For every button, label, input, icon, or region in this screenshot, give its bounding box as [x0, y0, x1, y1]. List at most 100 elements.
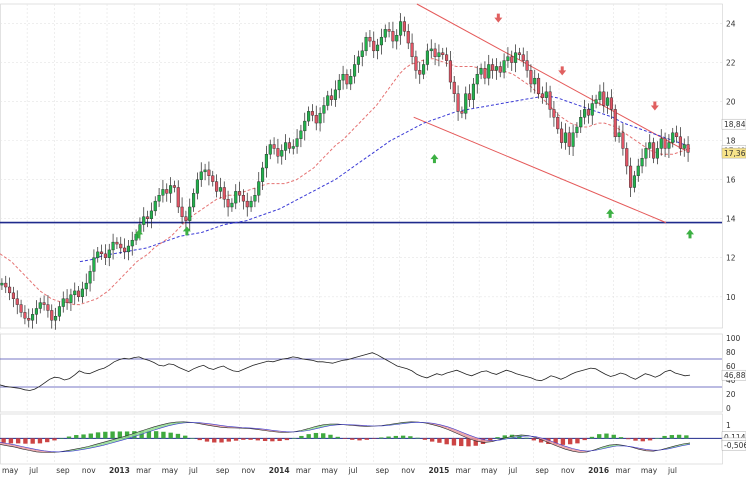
macd-tag: -0,5062 [724, 441, 746, 450]
candle-body [402, 21, 406, 32]
candle-body [253, 195, 257, 202]
macd-histogram-bar [473, 438, 478, 446]
macd-histogram-bar [95, 432, 101, 439]
candle-body [295, 138, 299, 147]
macd-histogram-bar [103, 431, 108, 439]
candle-body [326, 95, 330, 106]
candle-body [245, 200, 249, 208]
up-arrow-icon [606, 208, 615, 218]
macd-histogram-bar [647, 438, 653, 441]
macd-band [124, 433, 133, 440]
x-tick-label: sep [216, 466, 230, 475]
macd-histogram-bar [81, 434, 86, 439]
candle-body [456, 93, 460, 112]
candle-body [280, 150, 284, 157]
candle-body [111, 241, 115, 251]
x-tick-label: jul [667, 466, 677, 475]
macd-band [462, 432, 470, 439]
candle-body [399, 21, 403, 36]
candle-body [567, 132, 571, 147]
candle-body [671, 132, 675, 143]
candle-body [207, 169, 211, 176]
macd-histogram-bar [560, 438, 566, 445]
macd-band [139, 429, 147, 435]
candle-body [445, 54, 449, 61]
candle-body [602, 91, 606, 106]
macd-band [433, 423, 441, 427]
macd-band [161, 423, 169, 428]
candle-body [107, 249, 111, 258]
sma-fast-line [0, 58, 691, 306]
macd-histogram-bar [255, 438, 261, 441]
x-tick-label: mar [456, 466, 472, 475]
macd-histogram-bar [219, 438, 224, 443]
candle-body [27, 318, 31, 321]
candle-body [609, 97, 613, 110]
macd-histogram-bar [335, 436, 340, 439]
candle-body [57, 306, 61, 317]
x-tick-label: mar [136, 466, 152, 475]
candle-body [487, 64, 491, 79]
candle-body [241, 195, 245, 202]
macd-band [7, 443, 15, 448]
macd-band [682, 442, 690, 446]
candle-body [510, 56, 514, 63]
macd-band [477, 437, 485, 443]
macd-histogram-bar [611, 434, 616, 439]
candles [0, 13, 690, 330]
macd-histogram-bar [575, 438, 580, 444]
candle-body [287, 142, 291, 149]
macd-histogram-bar [350, 438, 355, 440]
macd-histogram-bar [321, 433, 326, 439]
candle-body [655, 148, 659, 159]
x-tick-label: nov [401, 466, 415, 475]
value-tags: 18,84317,49917,36046,8880,1146-0,3395-0,… [721, 118, 746, 451]
axes: 242220181614121010080604020010mayjulsepn… [2, 20, 741, 475]
x-tick-label: may [321, 466, 338, 475]
macd-histogram-bar [204, 438, 210, 442]
candle-body [257, 181, 261, 196]
macd-histogram-bar [386, 436, 391, 439]
candle-body [199, 171, 203, 180]
candle-body [23, 312, 27, 319]
candle-body [161, 189, 165, 196]
macd-histogram-bar [684, 435, 689, 439]
x-tick-label: may [641, 466, 658, 475]
macd-histogram-bar [190, 438, 195, 439]
macd-band [154, 424, 162, 431]
candle-body [180, 206, 184, 217]
macd-histogram-bar [270, 438, 275, 442]
up-arrow-icon [134, 229, 143, 239]
candle-body [61, 298, 65, 307]
macd-histogram-bar [357, 438, 362, 441]
macd-histogram-bar [241, 438, 246, 440]
macd-histogram-bar [23, 438, 28, 444]
candle-body [8, 286, 12, 294]
candle-body [391, 31, 395, 42]
macd-histogram-bar [459, 438, 464, 447]
candle-body [517, 52, 521, 55]
candle-body [261, 167, 265, 182]
candle-body [80, 288, 84, 297]
macd-histogram-bar [408, 436, 413, 439]
macd-band [22, 446, 30, 451]
x-tick-label: sep [376, 466, 390, 475]
macd-band [73, 448, 81, 451]
macd-histogram-bar [626, 438, 631, 440]
macd-histogram-bar [437, 438, 442, 443]
macd-histogram-bar [233, 438, 239, 441]
candle-body [69, 294, 73, 303]
x-tick-label: nov [561, 466, 575, 475]
candle-body [96, 251, 100, 258]
candle-body [92, 257, 96, 272]
candle-body [192, 193, 196, 208]
macd-band [102, 440, 111, 446]
candle-body [123, 247, 127, 253]
candle-body [506, 56, 510, 61]
macd-histogram-bar [633, 438, 638, 441]
macd-histogram-bar [604, 433, 609, 439]
x-tick-label: sep [535, 466, 549, 475]
macd-band [543, 438, 551, 444]
